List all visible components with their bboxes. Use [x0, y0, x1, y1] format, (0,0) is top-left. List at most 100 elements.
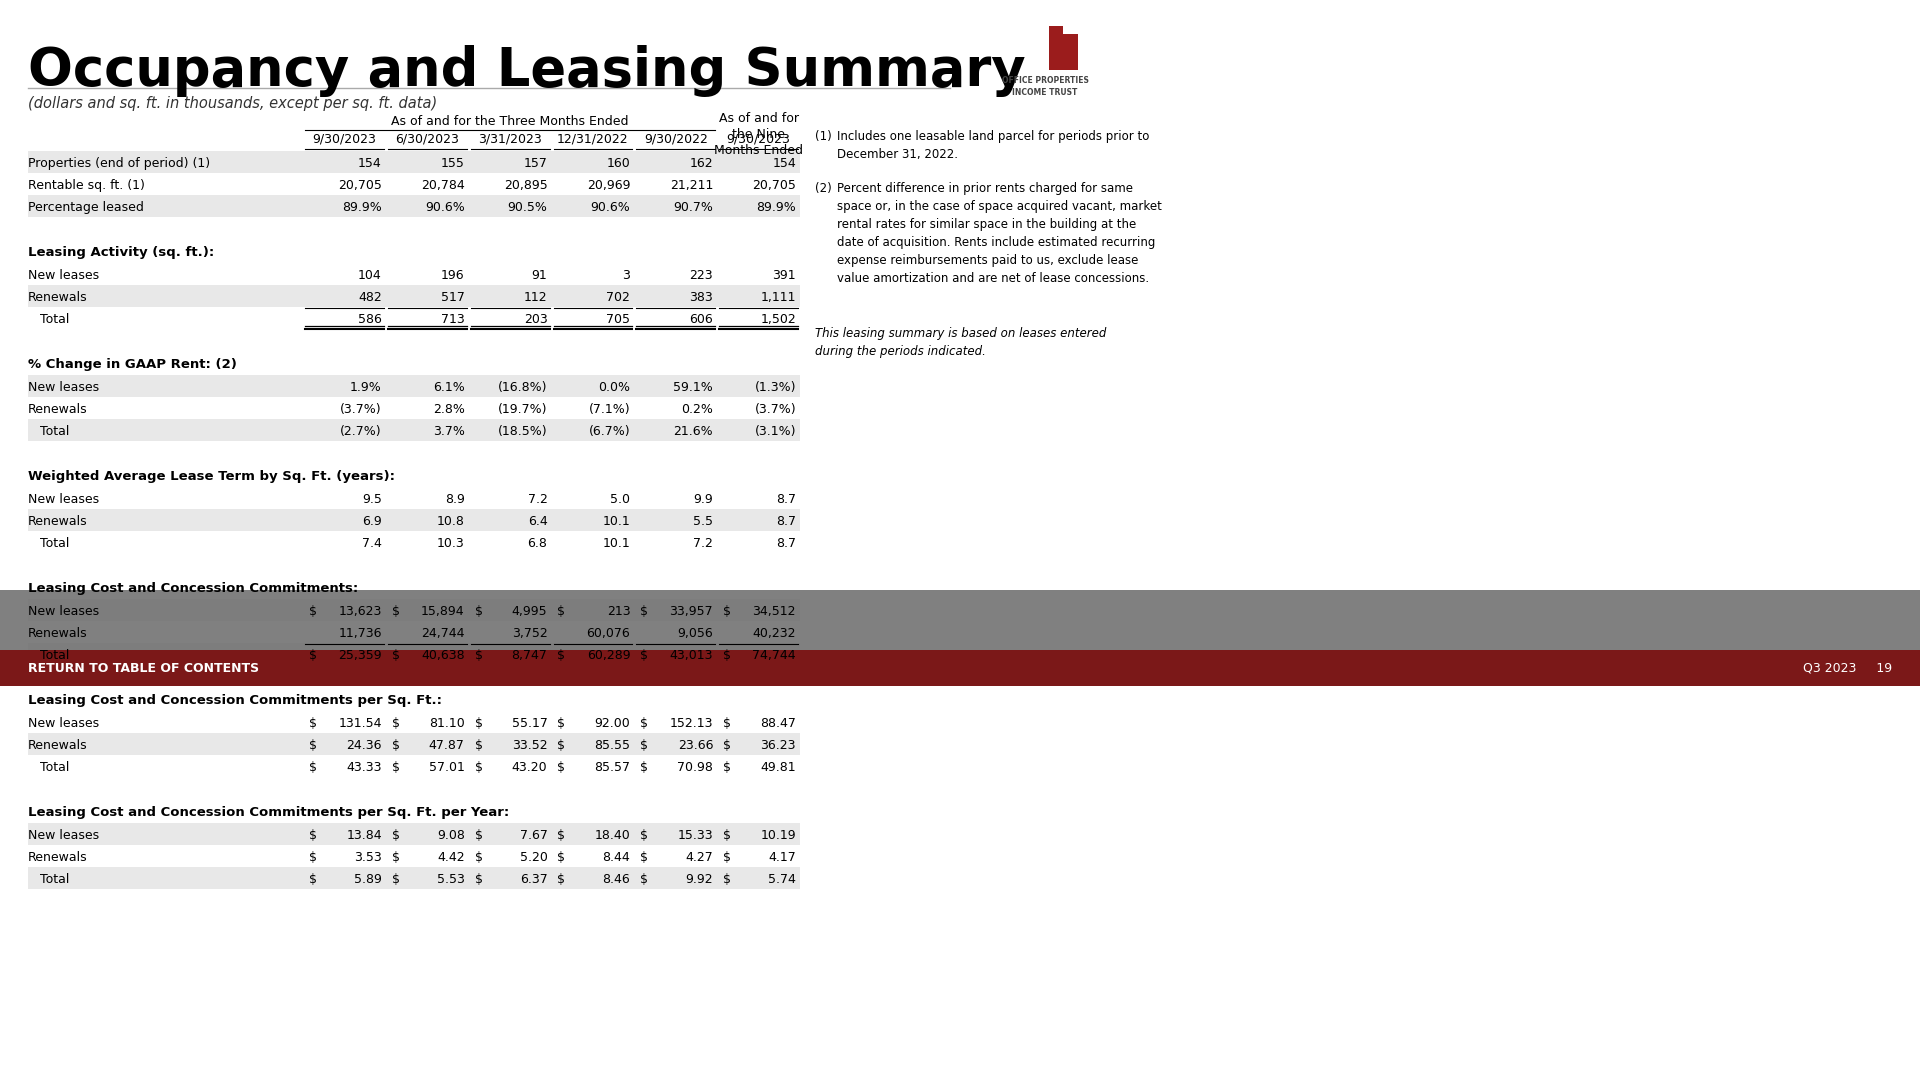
Text: New leases: New leases	[29, 828, 100, 841]
Text: 9/30/2023: 9/30/2023	[313, 133, 376, 146]
Text: New leases: New leases	[29, 605, 100, 618]
Text: 1.9%: 1.9%	[349, 380, 382, 393]
Text: 40,232: 40,232	[753, 626, 797, 639]
Text: This leasing summary is based on leases entered
during the periods indicated.: This leasing summary is based on leases …	[814, 327, 1106, 357]
Text: (2): (2)	[814, 183, 831, 195]
Text: Leasing Cost and Concession Commitments per Sq. Ft.:: Leasing Cost and Concession Commitments …	[29, 693, 442, 706]
Text: New leases: New leases	[29, 380, 100, 393]
Text: 24.36: 24.36	[346, 739, 382, 752]
Text: 74,744: 74,744	[753, 649, 797, 662]
Text: 196: 196	[442, 269, 465, 282]
Text: 383: 383	[689, 291, 712, 303]
Text: 88.47: 88.47	[760, 717, 797, 730]
Text: 10.8: 10.8	[436, 514, 465, 528]
Text: $: $	[474, 649, 482, 662]
Text: $: $	[392, 873, 399, 886]
Text: 90.6%: 90.6%	[591, 201, 630, 214]
Text: 5.5: 5.5	[693, 514, 712, 528]
Text: 104: 104	[359, 269, 382, 282]
Text: 3,752: 3,752	[513, 626, 547, 639]
Text: $: $	[557, 873, 566, 886]
Bar	[0, 650, 1920, 686]
Text: $: $	[641, 605, 649, 618]
Text: 12/31/2022: 12/31/2022	[557, 133, 628, 146]
Text: % Change in GAAP Rent: (2): % Change in GAAP Rent: (2)	[29, 357, 236, 370]
Text: 20,969: 20,969	[588, 178, 630, 191]
Text: $: $	[474, 873, 482, 886]
Text: 162: 162	[689, 157, 712, 170]
Text: 3.7%: 3.7%	[432, 424, 465, 437]
Text: Leasing Cost and Concession Commitments per Sq. Ft. per Year:: Leasing Cost and Concession Commitments …	[29, 806, 509, 819]
Text: As of and for the Three Months Ended: As of and for the Three Months Ended	[392, 114, 630, 129]
Text: 4.42: 4.42	[438, 851, 465, 864]
Text: 131.54: 131.54	[338, 717, 382, 730]
Text: $: $	[557, 717, 566, 730]
Text: 9/30/2022: 9/30/2022	[643, 133, 708, 146]
Text: 10.19: 10.19	[760, 828, 797, 841]
Text: 8.7: 8.7	[776, 514, 797, 528]
Text: 8,747: 8,747	[511, 649, 547, 662]
Bar	[1048, 26, 1062, 40]
Text: 92.00: 92.00	[595, 717, 630, 730]
Bar	[29, 643, 801, 665]
Text: 3/31/2023: 3/31/2023	[478, 133, 541, 146]
Text: New leases: New leases	[29, 492, 100, 505]
Text: Percent difference in prior rents charged for same
space or, in the case of spac: Percent difference in prior rents charge…	[837, 183, 1162, 285]
Text: 60,076: 60,076	[588, 626, 630, 639]
Text: 8.9: 8.9	[445, 492, 465, 505]
Text: $: $	[474, 739, 482, 752]
Text: 9.5: 9.5	[363, 492, 382, 505]
Text: $: $	[557, 828, 566, 841]
Text: 4.17: 4.17	[768, 851, 797, 864]
Text: 20,705: 20,705	[338, 178, 382, 191]
Text: Renewals: Renewals	[29, 403, 88, 416]
Text: 21,211: 21,211	[670, 178, 712, 191]
Text: 160: 160	[607, 157, 630, 170]
Text: $: $	[474, 605, 482, 618]
Text: 40,638: 40,638	[420, 649, 465, 662]
Bar	[29, 509, 801, 531]
Text: 5.89: 5.89	[353, 873, 382, 886]
Text: 23.66: 23.66	[678, 739, 712, 752]
Text: Renewals: Renewals	[29, 626, 88, 639]
Text: (18.5%): (18.5%)	[497, 424, 547, 437]
Text: 7.4: 7.4	[363, 537, 382, 550]
Text: 586: 586	[357, 312, 382, 325]
Text: 24,744: 24,744	[420, 626, 465, 639]
Text: OFFICE PROPERTIES
INCOME TRUST: OFFICE PROPERTIES INCOME TRUST	[1002, 76, 1089, 97]
Text: 9.92: 9.92	[685, 873, 712, 886]
Text: 606: 606	[689, 312, 712, 325]
Text: $: $	[641, 873, 649, 886]
Bar	[29, 151, 801, 173]
Text: 7.67: 7.67	[520, 828, 547, 841]
Text: 517: 517	[442, 291, 465, 303]
Text: 154: 154	[359, 157, 382, 170]
Text: 20,705: 20,705	[753, 178, 797, 191]
Text: Renewals: Renewals	[29, 851, 88, 864]
Text: 18.40: 18.40	[595, 828, 630, 841]
Bar	[29, 599, 801, 621]
Text: Rentable sq. ft. (1): Rentable sq. ft. (1)	[29, 178, 144, 191]
Text: $: $	[474, 828, 482, 841]
Text: 47.87: 47.87	[428, 739, 465, 752]
Text: 91: 91	[532, 269, 547, 282]
Text: 0.2%: 0.2%	[682, 403, 712, 416]
Text: 3: 3	[622, 269, 630, 282]
Text: 8.7: 8.7	[776, 537, 797, 550]
Text: $: $	[557, 605, 566, 618]
Text: $: $	[392, 605, 399, 618]
Text: New leases: New leases	[29, 717, 100, 730]
Text: $: $	[309, 605, 317, 618]
Text: (7.1%): (7.1%)	[589, 403, 630, 416]
Text: $: $	[641, 851, 649, 864]
Text: 11,736: 11,736	[338, 626, 382, 639]
Text: Includes one leasable land parcel for periods prior to
December 31, 2022.: Includes one leasable land parcel for pe…	[837, 130, 1150, 161]
Text: 15,894: 15,894	[420, 605, 465, 618]
Text: 70.98: 70.98	[678, 760, 712, 773]
Text: Renewals: Renewals	[29, 291, 88, 303]
Text: $: $	[724, 760, 732, 773]
Text: $: $	[724, 851, 732, 864]
Text: $: $	[474, 851, 482, 864]
Text: $: $	[309, 828, 317, 841]
Text: 157: 157	[524, 157, 547, 170]
